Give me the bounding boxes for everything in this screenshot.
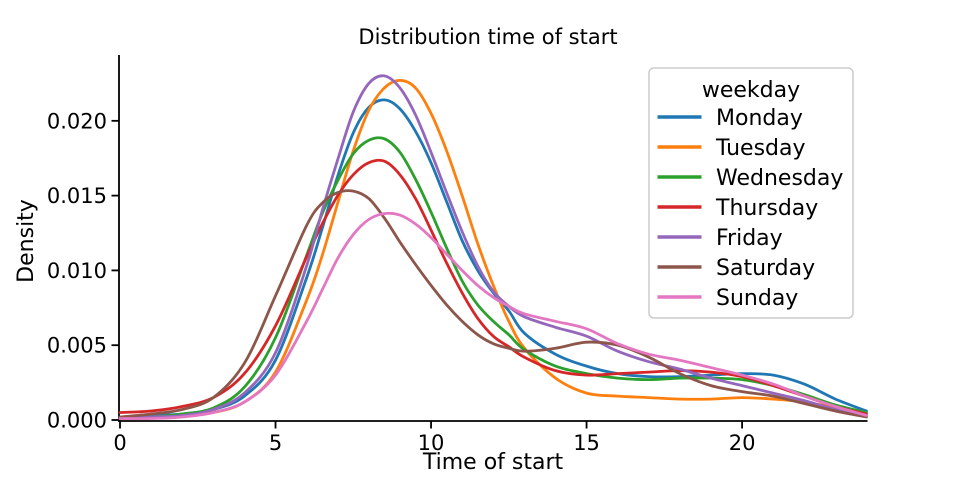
- legend-label-tuesday: Tuesday: [715, 136, 806, 161]
- legend-items: Monday Tuesday Wednesday Thursday Friday Satu…: [648, 67, 854, 319]
- x-tick-label-0: 0: [113, 431, 126, 455]
- curves: [118, 74, 868, 421]
- curve-thursday: [118, 158, 868, 416]
- legend-item-sunday: Sunday: [657, 286, 798, 311]
- x-tick-label-15: 15: [573, 431, 600, 455]
- y-tick-label-0.015: 0.015: [47, 184, 107, 208]
- curve-friday: [118, 74, 868, 420]
- curve-monday: [118, 98, 868, 419]
- legend-label-monday: Monday: [716, 106, 803, 131]
- x-tick-label-10: 10: [418, 431, 445, 455]
- y-tick-label-0.020: 0.020: [47, 109, 107, 133]
- y-axis-label: Density: [14, 199, 39, 283]
- axes: 0 5 10 15 20 0.000 0.005 0.010 0.015 0.020: [47, 55, 868, 455]
- y-tick-label-0.010: 0.010: [47, 259, 107, 283]
- x-tick-label-20: 20: [729, 431, 756, 455]
- legend-label-sunday: Sunday: [716, 286, 798, 311]
- legend-item-wednesday: Wednesday: [657, 166, 843, 191]
- legend-item-thursday: Thursday: [657, 196, 818, 221]
- y-tick-label-0.005: 0.005: [47, 334, 107, 358]
- x-axis-label: Time of start: [422, 450, 564, 475]
- legend-title: weekday: [702, 78, 800, 103]
- legend-label-wednesday: Wednesday: [716, 166, 843, 191]
- curve-saturday: [118, 189, 868, 419]
- legend-item-friday: Friday: [657, 226, 783, 251]
- x-tick-label-5: 5: [269, 431, 282, 455]
- legend-label-thursday: Thursday: [715, 196, 818, 221]
- legend-label-saturday: Saturday: [716, 256, 815, 281]
- curve-tuesday: [118, 79, 868, 420]
- legend-item-tuesday: Tuesday: [657, 136, 806, 161]
- legend-item-saturday: Saturday: [657, 256, 815, 281]
- y-tick-label-0.000: 0.000: [47, 409, 107, 433]
- legend-label-friday: Friday: [716, 226, 783, 251]
- legend-item-monday: Monday: [657, 106, 803, 131]
- legend: Monday Tuesday Wednesday Thursday Friday Satu…: [648, 67, 854, 319]
- curve-sunday: [118, 211, 868, 421]
- legend-box: [648, 67, 854, 319]
- chart-title: Distribution time of start: [358, 25, 617, 49]
